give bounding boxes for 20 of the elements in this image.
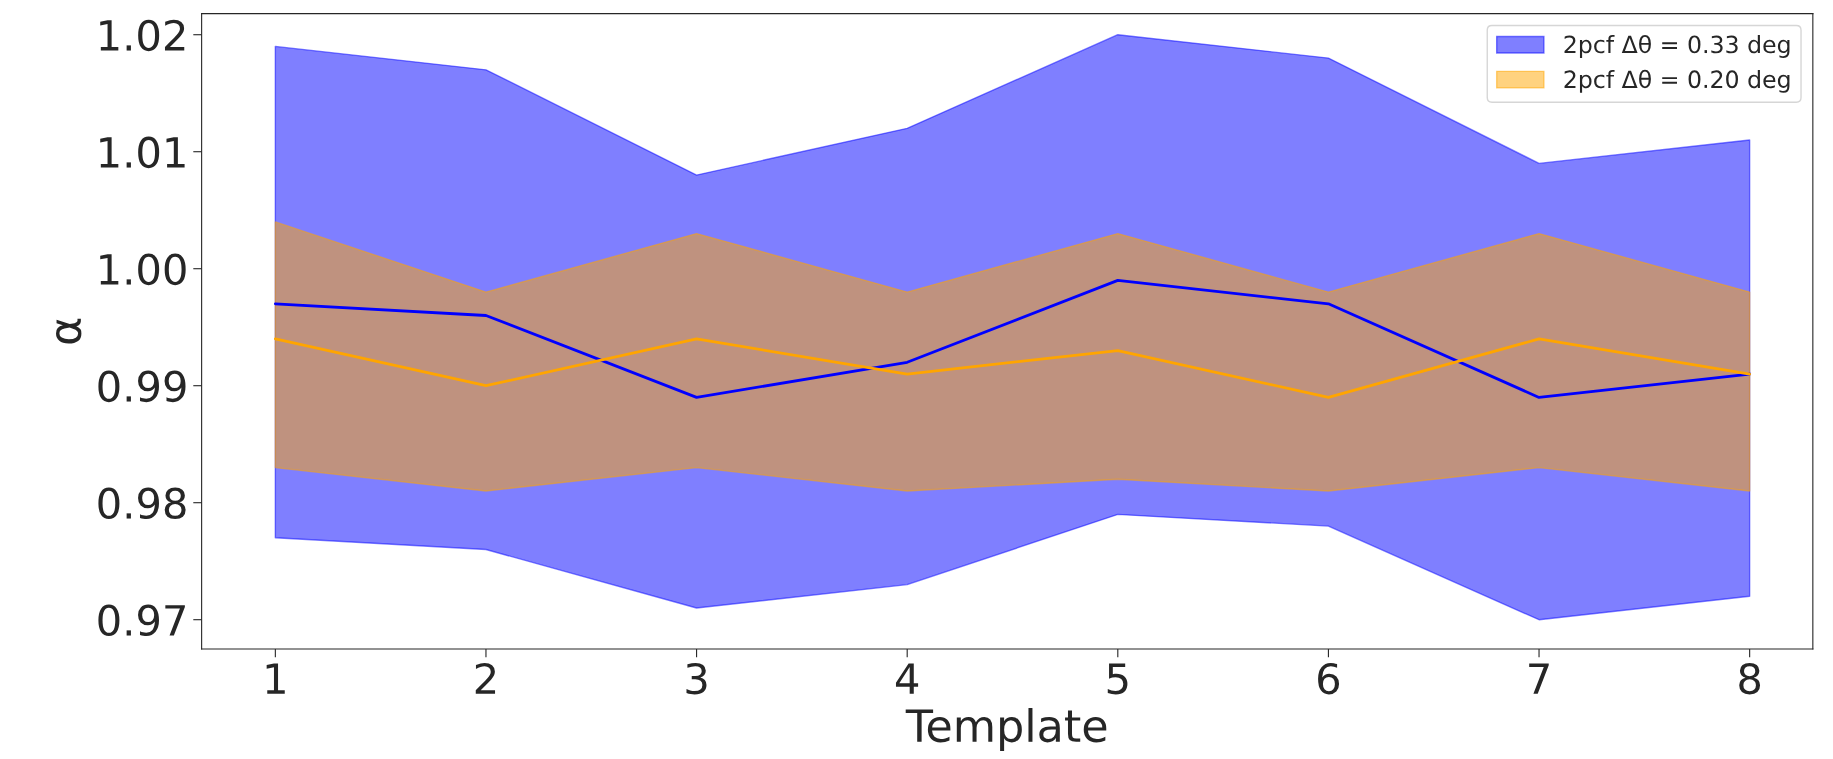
x-tick-label: 2: [475, 662, 496, 694]
y-tick-label: 0.99: [98, 370, 186, 403]
y-tick-label: 0.98: [98, 487, 186, 520]
x-tick-label: 4: [895, 663, 919, 694]
legend-label: 2pcf Δθ = 0.33 deg: [1564, 34, 1790, 58]
x-tick-label: 3: [686, 662, 707, 695]
y-tick-label: 0.97: [98, 604, 185, 637]
line-series: [273, 337, 1752, 399]
x-tick-label: 1: [266, 663, 285, 694]
y-tick-label: 1.02: [100, 19, 185, 52]
y-tick-label: 1.01: [100, 136, 185, 169]
y-axis-title: α: [56, 318, 82, 344]
x-tick-label: 6: [1318, 662, 1340, 695]
x-tick-label: 7: [1529, 663, 1549, 694]
line-series: [273, 279, 1752, 399]
x-axis-title: Template: [905, 708, 1107, 752]
y-tick-label: 1.00: [100, 253, 186, 286]
x-tick-label: 8: [1739, 662, 1761, 695]
x-tick-label: 5: [1107, 663, 1128, 695]
legend-label: 2pcf Δθ = 0.20 deg: [1564, 69, 1790, 93]
